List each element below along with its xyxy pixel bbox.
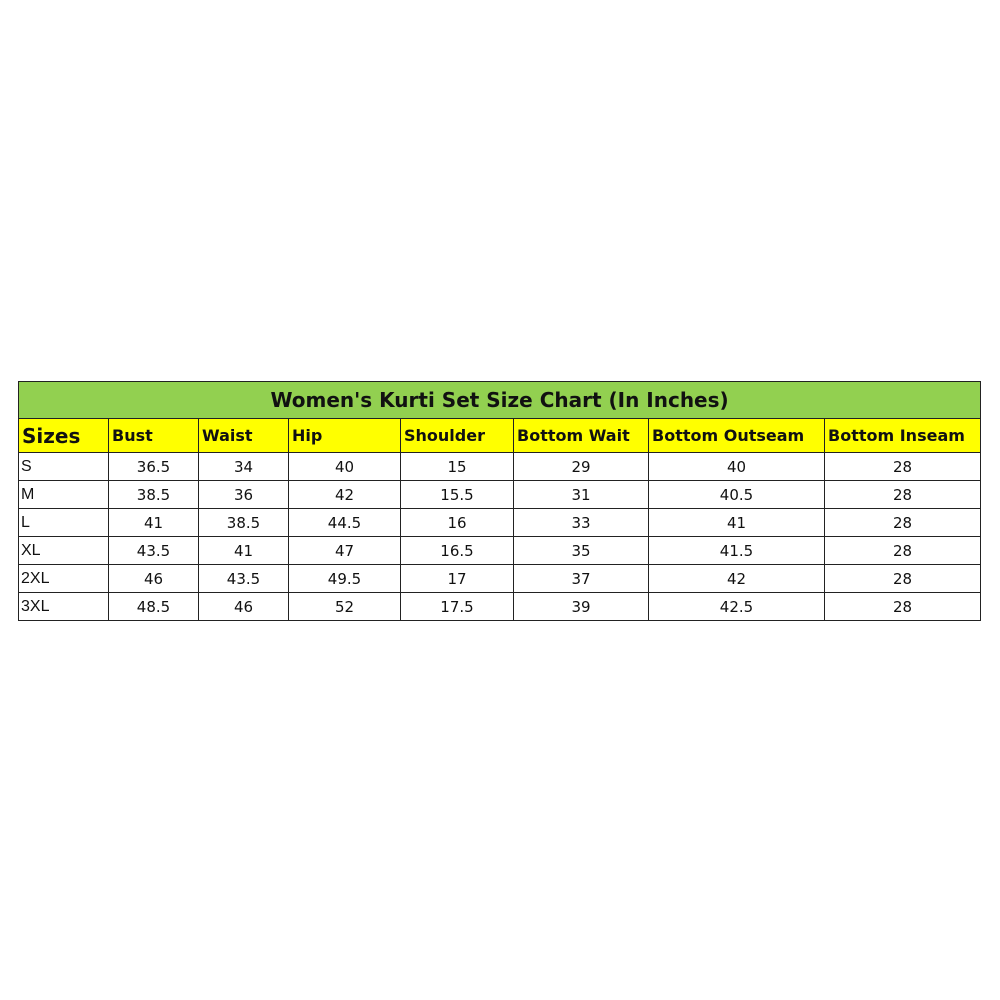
table-row: 2XL 46 43.5 49.5 17 37 42 28	[18, 564, 982, 593]
measurement-cell: 29	[513, 452, 649, 481]
measurement-cell: 42	[648, 564, 825, 593]
measurement-cell: 41.5	[648, 536, 825, 565]
measurement-cell: 34	[198, 452, 289, 481]
header-row: Sizes Bust Waist Hip Shoulder Bottom Wait Bott…	[18, 418, 982, 453]
measurement-cell: 47	[288, 536, 401, 565]
measurement-cell: 52	[288, 592, 401, 621]
measurement-cell: 36	[198, 480, 289, 509]
measurement-cell: 38.5	[198, 508, 289, 537]
measurement-cell: 43.5	[198, 564, 289, 593]
size-label: 2XL	[18, 564, 109, 593]
size-chart-table: Women's Kurti Set Size Chart (In Inches)…	[17, 381, 982, 621]
measurement-cell: 42.5	[648, 592, 825, 621]
table-row: S 36.5 34 40 15 29 40 28	[18, 452, 982, 481]
measurement-cell: 31	[513, 480, 649, 509]
measurement-cell: 15.5	[400, 480, 514, 509]
column-header-bottom-inseam: Bottom Inseam	[823, 418, 982, 453]
measurement-cell: 35	[513, 536, 649, 565]
measurement-cell: 28	[823, 564, 982, 593]
table-row: 3XL 48.5 46 52 17.5 39 42.5 28	[18, 592, 982, 621]
measurement-cell: 15	[400, 452, 514, 481]
measurement-cell: 37	[513, 564, 649, 593]
measurement-cell: 41	[108, 508, 199, 537]
measurement-cell: 38.5	[108, 480, 199, 509]
table-row: M 38.5 36 42 15.5 31 40.5 28	[18, 480, 982, 509]
column-header-waist: Waist	[198, 418, 289, 453]
measurement-cell: 42	[288, 480, 401, 509]
size-label: M	[18, 480, 109, 509]
measurement-cell: 40	[288, 452, 401, 481]
column-header-shoulder: Shoulder	[400, 418, 514, 453]
measurement-cell: 41	[198, 536, 289, 565]
measurement-cell: 17	[400, 564, 514, 593]
measurement-cell: 16	[400, 508, 514, 537]
column-header-bottom-wait: Bottom Wait	[513, 418, 649, 453]
column-header-sizes: Sizes	[18, 418, 109, 453]
measurement-cell: 33	[513, 508, 649, 537]
size-label: S	[18, 452, 109, 481]
measurement-cell: 28	[823, 452, 982, 481]
measurement-cell: 49.5	[288, 564, 401, 593]
measurement-cell: 28	[823, 592, 982, 621]
measurement-cell: 46	[108, 564, 199, 593]
measurement-cell: 17.5	[400, 592, 514, 621]
measurement-cell: 36.5	[108, 452, 199, 481]
measurement-cell: 28	[823, 508, 982, 537]
measurement-cell: 28	[823, 480, 982, 509]
measurement-cell: 41	[648, 508, 825, 537]
column-header-bust: Bust	[108, 418, 199, 453]
table-title: Women's Kurti Set Size Chart (In Inches)	[17, 381, 982, 419]
measurement-cell: 44.5	[288, 508, 401, 537]
measurement-cell: 46	[198, 592, 289, 621]
measurement-cell: 40	[648, 452, 825, 481]
size-label: XL	[18, 536, 109, 565]
measurement-cell: 40.5	[648, 480, 825, 509]
table-row: L 41 38.5 44.5 16 33 41 28	[18, 508, 982, 537]
column-header-hip: Hip	[288, 418, 401, 453]
size-label: L	[18, 508, 109, 537]
measurement-cell: 48.5	[108, 592, 199, 621]
size-label: 3XL	[18, 592, 109, 621]
measurement-cell: 16.5	[400, 536, 514, 565]
table-row: XL 43.5 41 47 16.5 35 41.5 28	[18, 536, 982, 565]
measurement-cell: 39	[513, 592, 649, 621]
measurement-cell: 43.5	[108, 536, 199, 565]
measurement-cell: 28	[823, 536, 982, 565]
column-header-bottom-outseam: Bottom Outseam	[648, 418, 825, 453]
